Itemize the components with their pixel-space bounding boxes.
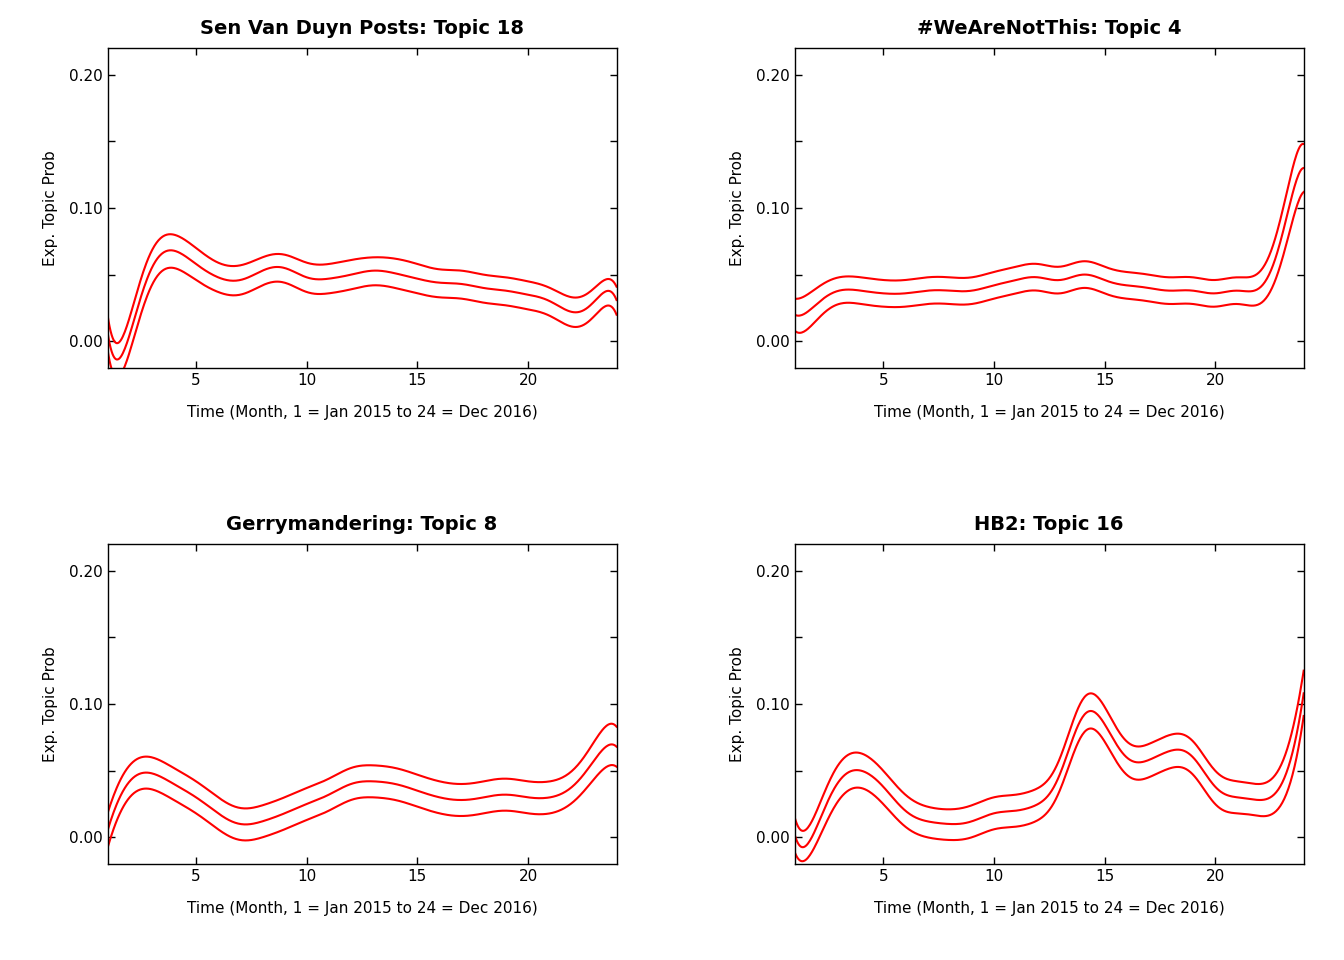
Title: Sen Van Duyn Posts: Topic 18: Sen Van Duyn Posts: Topic 18: [200, 19, 524, 38]
X-axis label: Time (Month, 1 = Jan 2015 to 24 = Dec 2016): Time (Month, 1 = Jan 2015 to 24 = Dec 20…: [874, 404, 1224, 420]
Y-axis label: Exp. Topic Prob: Exp. Topic Prob: [730, 646, 745, 762]
Y-axis label: Exp. Topic Prob: Exp. Topic Prob: [730, 150, 745, 266]
Title: #WeAreNotThis: Topic 4: #WeAreNotThis: Topic 4: [917, 19, 1181, 38]
Y-axis label: Exp. Topic Prob: Exp. Topic Prob: [43, 646, 58, 762]
X-axis label: Time (Month, 1 = Jan 2015 to 24 = Dec 2016): Time (Month, 1 = Jan 2015 to 24 = Dec 20…: [187, 404, 538, 420]
Y-axis label: Exp. Topic Prob: Exp. Topic Prob: [43, 150, 58, 266]
Title: HB2: Topic 16: HB2: Topic 16: [974, 516, 1124, 534]
X-axis label: Time (Month, 1 = Jan 2015 to 24 = Dec 2016): Time (Month, 1 = Jan 2015 to 24 = Dec 20…: [187, 900, 538, 916]
Title: Gerrymandering: Topic 8: Gerrymandering: Topic 8: [226, 516, 497, 534]
X-axis label: Time (Month, 1 = Jan 2015 to 24 = Dec 2016): Time (Month, 1 = Jan 2015 to 24 = Dec 20…: [874, 900, 1224, 916]
